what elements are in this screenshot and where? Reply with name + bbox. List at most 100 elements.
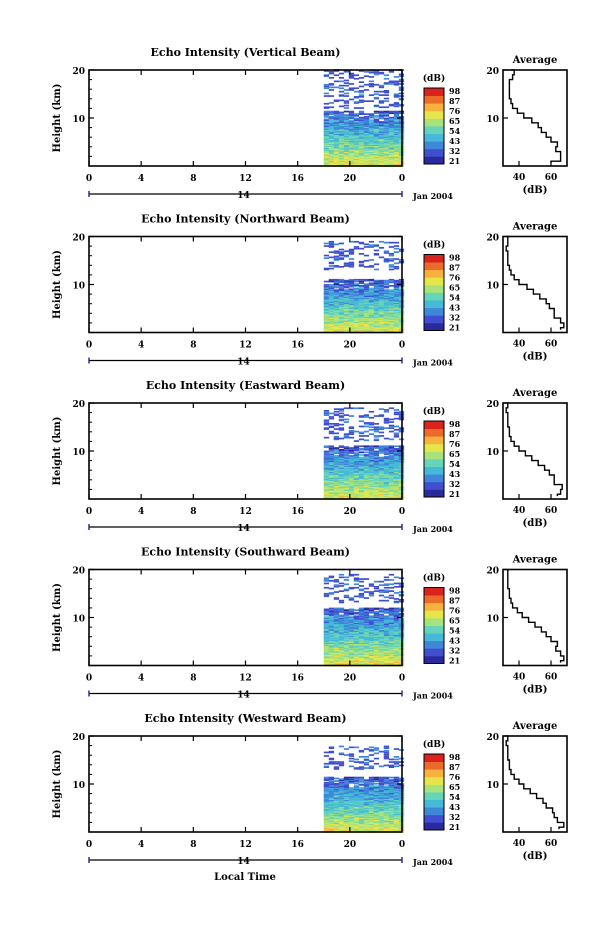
- panel-3-heatmap-cell: [348, 475, 355, 478]
- panel-3-heatmap-cell: [328, 450, 335, 453]
- panel-1-heatmap-cell: [388, 110, 395, 113]
- panel-4-heatmap-cell: [353, 624, 360, 627]
- panel-4-heatmap-cell: [368, 646, 375, 649]
- panel-4-heatmap-cell: [323, 630, 330, 632]
- panel-3-heatmap-cell: [353, 490, 360, 493]
- panel-3-heatmap-cell: [343, 463, 350, 466]
- panel-1-heatmap-cell: [388, 135, 395, 138]
- panel-4-heatmap-cell: [373, 637, 380, 639]
- panel-2-heatmap-cell: [393, 316, 400, 318]
- panel-1-heatmap-cell: [393, 96, 400, 98]
- panel-4-heatmap-cell: [358, 580, 365, 583]
- panel-3-heatmap-cell: [378, 461, 385, 463]
- panel-2-heatmap-cell: [388, 304, 395, 306]
- panel-2-heatmap-cell: [343, 301, 350, 304]
- panel-2-heatmap-cell: [348, 314, 355, 317]
- panel-1-average-xlabel: (dB): [523, 185, 548, 196]
- panel-3-heatmap-cell: [378, 484, 385, 486]
- panel-2-title: Echo Intensity (Northward Beam): [141, 213, 350, 226]
- panel-4-heatmap-cell: [348, 635, 355, 637]
- panel-1-heatmap-cell: [378, 147, 385, 150]
- panel-1-heatmap-cell: [363, 126, 370, 128]
- panel-4-heatmap-cell: [353, 634, 360, 637]
- panel-1-heatmap-cell: [333, 163, 340, 166]
- panel-1-heatmap-cell: [353, 149, 360, 152]
- panel-2-heatmap-cell: [383, 283, 390, 285]
- panel-2-heatmap-cell: [368, 330, 375, 333]
- panel-3-heatmap-cell: [328, 459, 335, 461]
- panel-5-heatmap-cell: [358, 819, 365, 822]
- panel-4-heatmap-cell: [393, 650, 400, 653]
- panel-1-heatmap-cell: [323, 118, 330, 121]
- panel-1-heatmap-cell: [358, 138, 365, 141]
- panel-4-heatmap-cell: [363, 643, 370, 646]
- panel-2-heatmap-cell: [378, 299, 385, 302]
- panel-2-heatmap-cell: [348, 318, 355, 321]
- panel-2-heatmap-cell: [368, 294, 375, 297]
- panel-2-heatmap-cell: [348, 301, 355, 304]
- panel-2-heatmap-cell: [328, 306, 335, 309]
- panel-4-heatmap-cell: [353, 635, 360, 637]
- panel-2-heatmap-cell: [353, 326, 360, 329]
- panel-3-heatmap-cell: [383, 494, 390, 497]
- panel-3-heatmap-cell: [333, 451, 340, 454]
- panel-2-heatmap-cell: [363, 289, 370, 291]
- panel-4-heatmap-cell: [358, 625, 365, 628]
- panel-3-heatmap-cell: [338, 468, 345, 471]
- panel-4-heatmap-cell: [368, 622, 375, 624]
- panel-2-heatmap-cell: [348, 311, 355, 314]
- panel-3-heatmap-cell: [368, 429, 375, 431]
- panel-2-colorbar-tick: 65: [449, 283, 460, 293]
- panel-3-heatmap-cell: [388, 468, 395, 471]
- panel-3-heatmap-cell: [393, 497, 400, 499]
- panel-3-heatmap-cell: [353, 461, 360, 463]
- panel-3-ytick-label: 10: [72, 448, 85, 458]
- panel-1-heatmap-cell: [383, 135, 390, 138]
- panel-1-heatmap-cell: [338, 115, 345, 118]
- panel-4-average-line: [507, 569, 565, 663]
- panel-5-heatmap-cell: [383, 826, 390, 828]
- panel-2-heatmap-cell: [363, 329, 370, 332]
- panel-3-heatmap-cell: [323, 474, 330, 477]
- panel-3-heatmap-cell: [343, 480, 350, 483]
- panel-4-heatmap-cell: [388, 623, 395, 625]
- panel-3-heatmap-cell: [343, 453, 350, 455]
- panel-3-heatmap-cell: [368, 410, 375, 413]
- panel-4-heatmap-cell: [368, 651, 375, 654]
- panel-4-heatmap-cell: [378, 643, 385, 646]
- panel-5-heatmap-cell: [353, 819, 360, 822]
- panel-4-heatmap-cell: [328, 635, 335, 637]
- panel-3-heatmap-cell: [383, 419, 390, 422]
- panel-4-heatmap-cell: [328, 651, 335, 654]
- panel-2-heatmap-cell: [338, 325, 345, 328]
- panel-3-heatmap-cell: [353, 496, 360, 499]
- panel-4-heatmap-cell: [383, 644, 390, 647]
- panel-5-heatmap-cell: [373, 815, 380, 818]
- panel-4-heatmap-cell: [338, 654, 345, 656]
- panel-5-heatmap-cell: [368, 820, 375, 823]
- panel-2-heatmap-cell: [333, 257, 340, 259]
- panel-3-xtick-label: 0: [399, 507, 405, 517]
- panel-2-heatmap-cell: [363, 266, 370, 268]
- panel-3-heatmap-cell: [358, 494, 365, 497]
- panel-3-heatmap-cell: [348, 431, 355, 434]
- panel-2-heatmap-cell: [338, 294, 345, 297]
- panel-3-heatmap-cell: [343, 487, 350, 490]
- panel-1-heatmap-cell: [348, 137, 355, 140]
- panel-2-heatmap-cell: [393, 296, 400, 298]
- panel-1-heatmap-cell: [363, 135, 370, 138]
- panel-2-heatmap-cell: [343, 328, 350, 330]
- panel-3-heatmap-cell: [343, 497, 350, 499]
- panel-2-heatmap-cell: [383, 329, 390, 332]
- panel-1-heatmap-cell: [363, 140, 370, 142]
- panel-3-heatmap-cell: [358, 487, 365, 490]
- panel-4-heatmap-cell: [388, 583, 395, 586]
- panel-3-heatmap-cell: [333, 428, 340, 430]
- panel-2-heatmap-cell: [323, 318, 330, 321]
- panel-4-heatmap-cell: [393, 613, 400, 616]
- panel-3-heatmap-cell: [378, 451, 385, 454]
- panel-2-xtick-label: 8: [190, 341, 196, 351]
- panel-5-heatmap-cell: [333, 826, 340, 828]
- panel-4-heatmap-cell: [338, 620, 345, 623]
- panel-3-colorbar-tick: 21: [449, 489, 460, 499]
